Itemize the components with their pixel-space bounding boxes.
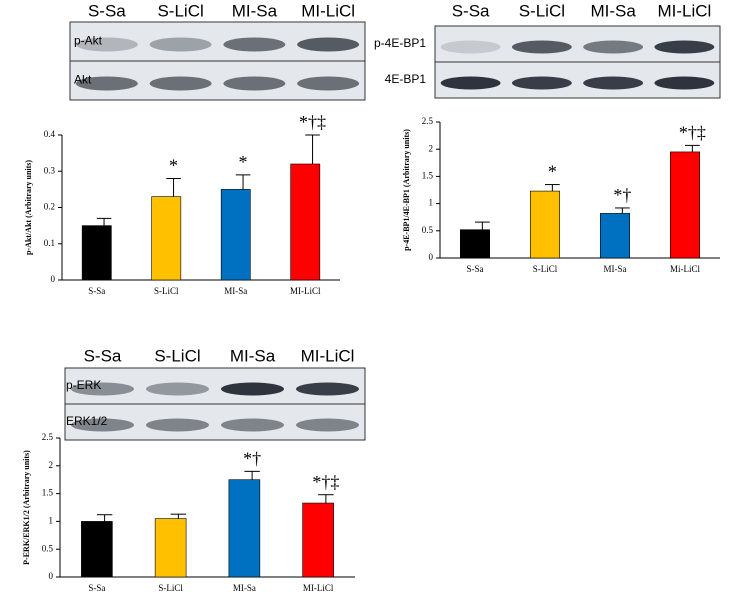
significance-label: * [169,156,178,176]
band-label: Akt [74,73,92,87]
blot-band [583,40,644,54]
blot-band [223,37,286,52]
lane-label: S-Sa [452,1,490,20]
x-tick-label: MI-LiCl [303,583,334,593]
x-tick-label: S-Sa [88,286,105,296]
significance-label: *† [613,185,631,205]
x-tick-label: S-LiCl [154,286,179,296]
y-tick-label: 0.5 [42,543,54,553]
y-tick-label: 0.1 [44,238,55,248]
y-tick-label: 2 [429,143,434,153]
y-tick-label: 2.5 [422,116,434,126]
blot-band [149,76,212,91]
blot-band [71,382,134,396]
blot-band [296,418,359,432]
x-tick-label: MI-Sa [224,286,247,296]
y-axis-label: P-ERK/ERK1/2 (Arbitrary units) [22,450,31,565]
lane-label: S-LiCl [519,1,565,20]
y-tick-label: 1 [49,515,54,525]
blot-band [511,40,572,54]
blot-band [296,382,359,396]
y-tick-label: 1.5 [42,488,54,498]
y-tick-label: 1.5 [422,170,434,180]
blot-band [440,76,501,90]
y-tick-label: 0.4 [44,129,56,139]
blot-band [149,37,212,52]
x-tick-label: MI-LiCl [290,286,321,296]
x-tick-label: S-Sa [466,264,483,274]
x-tick-label: MI-Sa [604,264,627,274]
blot-band [583,76,644,90]
x-tick-label: MI-Sa [233,583,256,593]
lane-label: MI-Sa [230,346,276,365]
x-tick-label: S-Sa [88,583,105,593]
significance-label: * [239,152,248,172]
lane-label: S-LiCl [154,346,200,365]
lane-label: MI-LiCl [301,346,355,365]
band-label: p-4E-BP1 [374,36,426,50]
y-tick-label: 2 [49,460,54,470]
lane-label: S-LiCl [157,1,203,20]
y-tick-label: 1 [429,198,434,208]
significance-label: *†‡ [299,112,326,132]
bar [669,151,700,259]
y-axis-label: p-Akt/Akt (Arbitrary units) [24,160,33,255]
blot-band [75,37,138,52]
blot-band [511,76,572,90]
x-tick-label: Mi-LiCl [670,264,701,274]
bar [154,518,187,578]
significance-label: *† [243,448,261,468]
blot-band [654,40,715,54]
bar [459,229,490,259]
significance-label: *†‡ [312,472,339,492]
band-label: p-Akt [74,34,103,48]
bar [599,213,630,259]
bar [220,189,251,281]
lane-label: MI-Sa [232,1,278,20]
band-label: p-ERK [66,378,101,392]
bar [529,190,560,259]
y-axis-label: p-4E-BP1/4E-BP1 (Arbitrary units) [402,129,411,251]
x-tick-label: S-LiCl [158,583,183,593]
bar [81,225,112,281]
bar [290,163,321,281]
significance-label: *†‡ [679,123,706,143]
x-tick-label: S-LiCl [533,264,558,274]
bar [228,479,261,578]
y-tick-label: 0.5 [422,225,434,235]
blot-band [440,40,501,54]
y-tick-label: 0.2 [44,202,55,212]
blot-band [223,76,286,91]
lane-label: MI-LiCl [301,1,355,20]
bar [81,521,113,578]
blot-band [297,76,360,91]
band-label: ERK1/2 [66,414,108,428]
lane-label: MI-Sa [590,1,636,20]
lane-label: S-Sa [88,1,126,20]
bar [302,502,334,578]
y-tick-label: 0 [49,571,54,581]
significance-label: * [548,162,557,182]
y-tick-label: 0 [429,252,434,262]
blot-band [71,418,134,432]
blot-band [297,37,360,52]
y-tick-label: 0 [51,274,56,284]
y-tick-label: 2.5 [42,432,54,442]
blot-band [146,418,209,432]
y-tick-label: 0.3 [44,165,56,175]
blot-band [654,76,715,90]
lane-label: MI-LiCl [657,1,711,20]
blot-band [221,418,284,432]
blot-band [75,76,138,91]
blot-band [146,382,209,396]
blot-band [221,382,284,396]
bar [151,196,182,281]
band-label: 4E-BP1 [385,72,427,86]
lane-label: S-Sa [84,346,122,365]
